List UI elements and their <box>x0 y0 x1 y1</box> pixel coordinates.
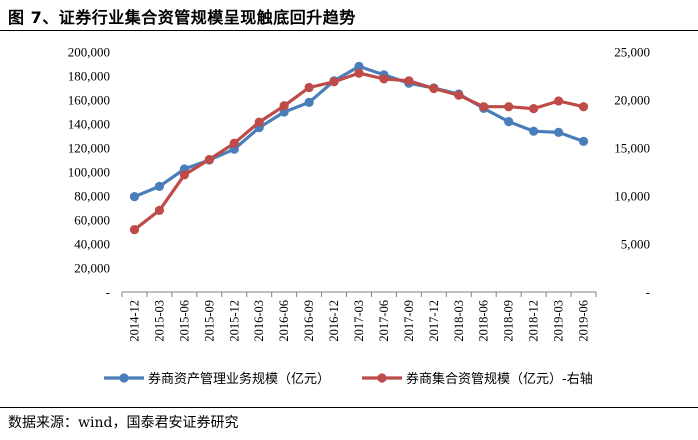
y-left-tick-label: 80,000 <box>74 189 110 204</box>
x-tick-label: 2019-03 <box>552 300 566 342</box>
y-right-tick-label: 15,000 <box>614 141 650 156</box>
x-tick-label: 2016-03 <box>252 300 266 342</box>
line-chart: 2014-12 2015-03 2015-06 2015-09 2015-12 2016-… <box>68 45 650 388</box>
y-left-tick-label: 120,000 <box>68 141 110 156</box>
y-right-tick-label: 10,000 <box>614 189 650 204</box>
data-point <box>529 126 539 136</box>
chart-title: 图 7、证券行业集合资管规模呈现触底回升趋势 <box>8 8 356 27</box>
x-tick-label: 2017-06 <box>377 300 391 342</box>
data-point <box>304 82 314 93</box>
legend-marker <box>377 373 387 383</box>
x-tick-label: 2017-03 <box>352 300 366 342</box>
data-point <box>429 83 439 94</box>
x-tick-label: 2015-03 <box>152 300 166 342</box>
y-left-tick-label: 60,000 <box>74 213 110 228</box>
data-point <box>154 181 165 191</box>
x-tick-label: 2016-12 <box>327 300 341 342</box>
y-left-tick-label: 100,000 <box>68 165 110 180</box>
y-left-tick-label: - <box>106 285 110 300</box>
x-tick-label: 2019-06 <box>577 300 591 342</box>
source-note: 数据来源：wind，国泰君安证券研究 <box>8 415 239 431</box>
data-point <box>504 117 514 127</box>
data-point <box>379 74 389 84</box>
data-point <box>279 101 289 111</box>
legend-label: 券商集合资管规模（亿元）-右轴 <box>406 371 593 387</box>
x-tick-label: 2016-06 <box>277 300 291 342</box>
title-divider <box>0 30 698 31</box>
x-tick-label: 2015-12 <box>227 300 241 342</box>
data-point <box>578 102 589 112</box>
data-point <box>479 102 489 112</box>
y-left-tick-label: 20,000 <box>74 261 110 276</box>
data-point <box>304 97 314 107</box>
data-point <box>254 117 264 127</box>
y-right-tick-label: - <box>646 285 650 300</box>
x-tick-label: 2018-06 <box>477 300 491 342</box>
data-point <box>354 61 364 71</box>
legend-label: 券商资产管理业务规模（亿元） <box>148 371 330 387</box>
x-tick-label: 2014-12 <box>127 300 141 342</box>
y-left-tick-label: 40,000 <box>74 237 110 252</box>
data-point <box>504 102 514 112</box>
data-point <box>354 68 364 78</box>
y-left-tick-label: 180,000 <box>68 69 110 84</box>
y-right-tick-label: 25,000 <box>614 45 650 60</box>
x-tick-label: 2016-09 <box>302 300 316 342</box>
data-point <box>129 225 140 235</box>
data-point <box>204 154 214 165</box>
data-point <box>154 205 165 215</box>
data-point <box>129 192 140 202</box>
data-point <box>578 136 589 146</box>
y-left-tick-label: 140,000 <box>68 117 110 132</box>
data-point <box>553 96 564 106</box>
data-point <box>179 170 189 180</box>
x-tick-label: 2015-06 <box>177 300 191 342</box>
data-point <box>454 90 464 100</box>
series-line <box>133 64 585 199</box>
series-line <box>133 71 584 231</box>
data-point <box>529 104 539 114</box>
x-tick-label: 2015-09 <box>202 300 216 342</box>
data-point <box>229 138 239 148</box>
y-right-tick-label: 20,000 <box>614 93 650 108</box>
data-point <box>329 77 339 87</box>
x-tick-label: 2018-03 <box>452 300 466 342</box>
x-tick-label: 2017-12 <box>427 300 441 342</box>
legend-marker <box>119 373 129 383</box>
x-tick-label: 2017-09 <box>402 300 416 342</box>
x-tick-label: 2018-09 <box>502 300 516 342</box>
source-divider <box>0 407 698 408</box>
data-point <box>404 76 414 86</box>
y-right-tick-label: 5,000 <box>621 237 650 252</box>
y-left-tick-label: 160,000 <box>68 93 110 108</box>
x-tick-label: 2018-12 <box>527 300 541 342</box>
data-point <box>553 127 564 137</box>
y-left-tick-label: 200,000 <box>68 45 110 60</box>
